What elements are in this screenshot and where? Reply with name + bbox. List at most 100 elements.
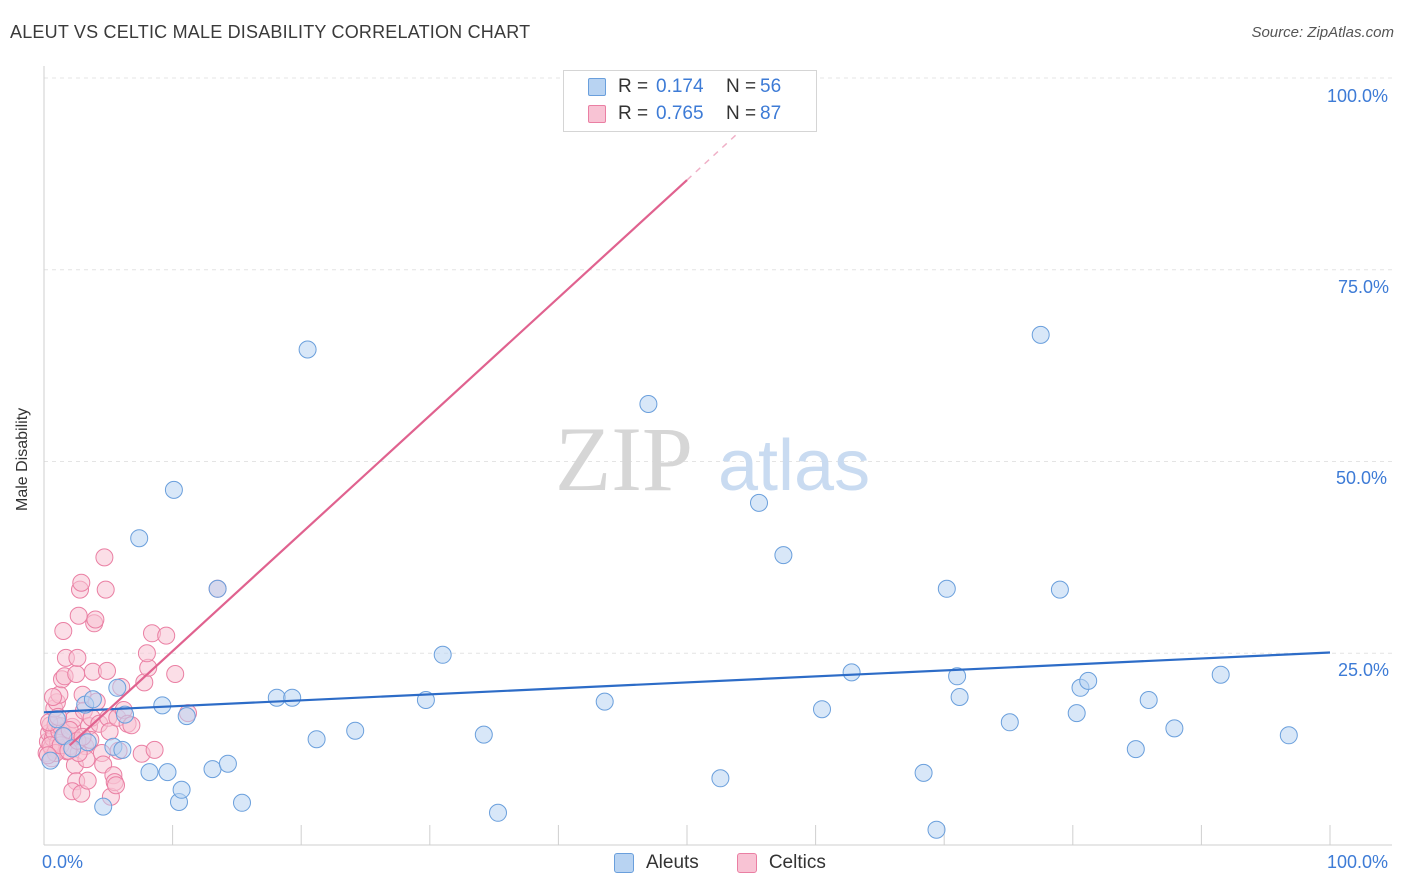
- aleuts-point-10: [153, 696, 172, 715]
- source-credit: Source: ZipAtlas.com: [1251, 24, 1394, 41]
- y-tick-label-25: 25.0%: [1338, 660, 1390, 680]
- aleuts-legend-swatch: [614, 853, 634, 873]
- aleuts-point-27: [474, 725, 493, 744]
- aleuts-point-4: [108, 678, 127, 697]
- celtics-n-label: N =: [726, 103, 757, 124]
- aleuts-point-43: [1050, 580, 1069, 599]
- x-tick-label-max: 100.0%: [1327, 852, 1389, 872]
- aleuts-point-36: [914, 763, 933, 782]
- series-legend: Aleuts Celtics: [614, 852, 864, 874]
- aleuts-point-15: [177, 707, 196, 726]
- celtics-legend-label: Celtics: [768, 852, 826, 873]
- aleuts-point-52: [41, 751, 60, 770]
- aleuts-point-9: [140, 763, 159, 782]
- aleuts-point-41: [1000, 713, 1019, 732]
- celtics-point-52: [96, 580, 115, 599]
- aleuts-point-21: [283, 688, 302, 707]
- aleuts-point-47: [1126, 740, 1145, 759]
- aleuts-point-48: [1139, 691, 1158, 709]
- aleuts-point-7: [116, 705, 134, 724]
- celtics-r-label: R =: [618, 103, 649, 124]
- celtics-point-46: [86, 610, 105, 629]
- aleuts-point-16: [203, 760, 222, 779]
- aleuts-point-20: [267, 688, 286, 707]
- celtics-r-value: 0.765: [656, 103, 704, 124]
- celtics-n-value: 87: [760, 103, 782, 124]
- x-tick-label-min: 0.0%: [42, 852, 84, 872]
- legend-item-aleuts: Aleuts: [614, 852, 699, 874]
- aleuts-point-44: [1067, 704, 1086, 723]
- aleuts-point-31: [711, 769, 730, 788]
- celtics-point-20: [54, 622, 73, 640]
- legend-row-celtics: R = 0.765 N = 87: [588, 102, 781, 126]
- aleuts-point-26: [433, 645, 452, 664]
- aleuts-point-49: [1165, 719, 1184, 738]
- correlation-legend: R = 0.174 N = 56 R = 0.765 N = 87: [563, 70, 817, 132]
- aleuts-point-53: [63, 739, 82, 758]
- axes: [43, 66, 1392, 846]
- aleuts-point-11: [164, 480, 183, 499]
- aleuts-n-value: 56: [760, 76, 782, 97]
- aleuts-point-3: [83, 690, 102, 709]
- celtics-point-73: [166, 665, 185, 683]
- watermark-atlas: atlas: [718, 426, 870, 506]
- gridlines: [44, 77, 1392, 654]
- aleuts-point-35: [842, 663, 861, 682]
- aleuts-legend-label: Aleuts: [646, 852, 699, 873]
- y-tick-label-100: 100.0%: [1327, 86, 1389, 106]
- celtics-point-71: [145, 740, 164, 759]
- chart-title: ALEUT VS CELTIC MALE DISABILITY CORRELAT…: [10, 22, 531, 42]
- aleuts-point-19: [233, 793, 251, 812]
- aleuts-point-39: [948, 667, 967, 686]
- watermark: ZIP atlas: [555, 408, 870, 510]
- celtics-point-51: [95, 548, 114, 567]
- aleuts-point-50: [1211, 665, 1230, 684]
- aleuts-point-18: [218, 754, 237, 773]
- aleuts-trend-line: [43, 651, 1331, 714]
- celtics-trend-line: [68, 179, 688, 747]
- y-tick-label-50: 50.0%: [1336, 468, 1388, 488]
- aleuts-r-label: R =: [618, 76, 649, 97]
- aleuts-point-28: [489, 803, 507, 822]
- aleuts-point-6: [94, 797, 113, 816]
- aleuts-point-40: [950, 688, 969, 706]
- celtics-legend-swatch: [736, 853, 757, 873]
- aleuts-point-42: [1031, 325, 1050, 344]
- aleuts-point-33: [774, 546, 793, 565]
- aleuts-point-22: [298, 340, 317, 359]
- celtics-point-59: [107, 776, 125, 795]
- aleuts-point-1: [78, 733, 97, 752]
- y-tick-label-75: 75.0%: [1338, 277, 1390, 297]
- aleuts-point-30: [639, 395, 658, 413]
- aleuts-point-54: [113, 740, 132, 759]
- aleuts-point-23: [307, 730, 326, 749]
- celtics-point-40: [78, 771, 97, 790]
- aleuts-point-24: [346, 721, 365, 740]
- aleuts-point-17: [208, 579, 227, 598]
- aleuts-swatch: [588, 78, 606, 96]
- celtics-point-29: [67, 665, 86, 683]
- legend-row-aleuts: R = 0.174 N = 56: [588, 75, 781, 99]
- celtics-point-86: [44, 688, 62, 706]
- celtics-point-31: [69, 606, 88, 625]
- legend-item-celtics: Celtics: [736, 852, 826, 874]
- celtics-point-30: [68, 648, 87, 667]
- celtics-point-72: [157, 626, 176, 645]
- aleuts-point-51: [1279, 726, 1298, 745]
- aleuts-point-55: [47, 710, 66, 729]
- aleuts-points: [41, 325, 1298, 839]
- celtics-point-33: [72, 573, 91, 592]
- celtics-point-53: [98, 661, 116, 680]
- aleuts-point-46: [1079, 671, 1098, 690]
- aleuts-r-value: 0.174: [656, 76, 704, 97]
- celtics-points: [37, 548, 227, 806]
- watermark-zip: ZIP: [555, 408, 693, 510]
- aleuts-point-0: [54, 727, 73, 746]
- aleuts-point-37: [927, 820, 946, 839]
- aleuts-point-12: [158, 763, 177, 782]
- aleuts-point-34: [813, 700, 831, 719]
- celtics-point-69: [137, 644, 156, 663]
- aleuts-point-38: [937, 579, 956, 598]
- aleuts-point-14: [172, 780, 191, 799]
